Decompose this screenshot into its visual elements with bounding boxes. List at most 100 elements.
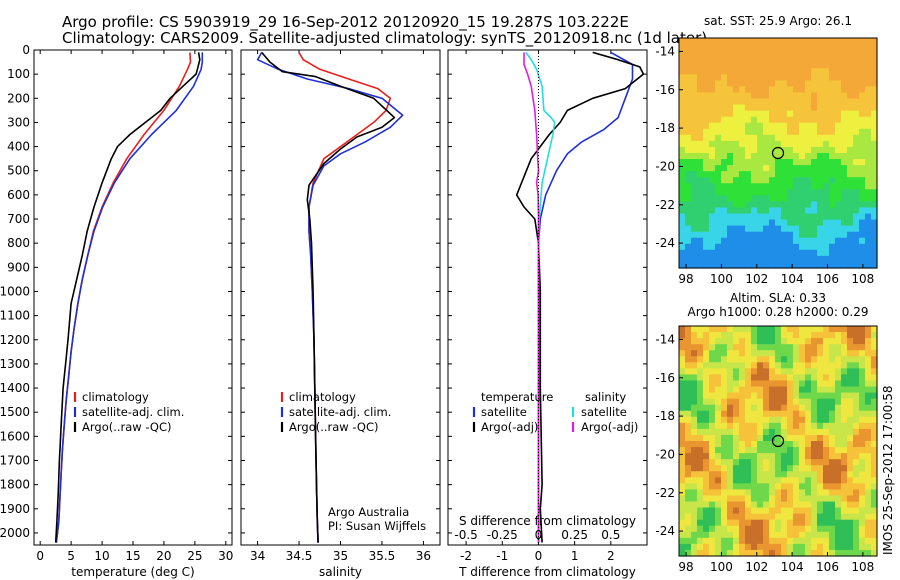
- map-cell: [739, 356, 746, 363]
- map-cell: [727, 507, 734, 515]
- map-cell: [799, 404, 806, 412]
- map-cell: [805, 38, 812, 45]
- map-cell: [829, 80, 836, 88]
- map-cell: [745, 153, 752, 160]
- map-cell: [787, 350, 794, 357]
- map-cell: [781, 128, 788, 136]
- map-cell: [793, 453, 800, 460]
- map-cell: [727, 477, 734, 484]
- map-cell: [829, 362, 836, 369]
- map-cell: [865, 362, 872, 369]
- map-cell: [811, 98, 818, 106]
- map-cell: [691, 525, 698, 533]
- map-cell: [763, 68, 770, 75]
- map-cell: [715, 416, 722, 424]
- map-cell: [757, 231, 764, 239]
- map-cell: [871, 525, 878, 533]
- map-cell: [859, 332, 866, 339]
- map-cell: [829, 159, 836, 166]
- map-cell: [775, 404, 782, 412]
- map-cell: [757, 398, 764, 406]
- map-cell: [853, 128, 860, 136]
- map-cell: [799, 159, 806, 166]
- map-cell: [721, 68, 728, 75]
- series-line-climatology: [55, 52, 192, 543]
- map-cell: [727, 171, 734, 178]
- map-cell: [751, 434, 758, 442]
- map-cell: [865, 219, 872, 227]
- map-cell: [715, 44, 722, 51]
- map-cell: [835, 422, 842, 430]
- map-cell: [745, 189, 752, 196]
- map-cell: [799, 501, 806, 509]
- map-cell: [835, 368, 842, 376]
- map-cell: [793, 38, 800, 45]
- map-cell: [805, 434, 812, 442]
- map-cell: [829, 165, 836, 172]
- map-cell: [799, 380, 806, 388]
- map-cell: [781, 189, 788, 196]
- map-cell: [715, 428, 722, 436]
- map-cell: [853, 465, 860, 472]
- map-cell: [721, 98, 728, 106]
- map-cell: [787, 128, 794, 136]
- map-cell: [781, 416, 788, 424]
- map-cell: [709, 338, 716, 345]
- map-cell: [691, 374, 698, 382]
- map-cell: [721, 110, 728, 118]
- map-cell: [721, 513, 728, 521]
- map-cell: [775, 243, 782, 251]
- map-cell: [787, 428, 794, 436]
- map-cell: [787, 465, 794, 472]
- map-cell: [847, 98, 854, 106]
- map-cell: [709, 116, 716, 124]
- map-cell: [715, 237, 722, 245]
- map-cell: [709, 231, 716, 239]
- map-cell: [775, 80, 782, 88]
- map-cell: [871, 177, 878, 184]
- map-cell: [775, 128, 782, 136]
- map-cell: [685, 213, 692, 221]
- map-cell: [679, 434, 686, 442]
- map-cell: [769, 422, 776, 430]
- map-cell: [847, 92, 854, 100]
- map-cell: [841, 453, 848, 460]
- map-cell: [727, 140, 734, 148]
- map-cell: [847, 195, 854, 203]
- map-cell: [775, 38, 782, 45]
- map-cell: [763, 165, 770, 172]
- map-cell: [799, 447, 806, 454]
- map-cell: [853, 332, 860, 339]
- map-cell: [685, 189, 692, 196]
- map-cell: [817, 153, 824, 160]
- y-tick-label: 200: [7, 91, 30, 105]
- map-cell: [829, 428, 836, 436]
- map-cell: [847, 80, 854, 88]
- map-cell: [769, 44, 776, 51]
- map-cell: [745, 477, 752, 484]
- map-cell: [871, 531, 878, 539]
- map-cell: [691, 201, 698, 209]
- x-tick-label: 0: [535, 549, 543, 563]
- map-cell: [847, 344, 854, 351]
- map-cell: [781, 231, 788, 239]
- map-cell: [709, 255, 716, 263]
- map-cell: [817, 44, 824, 51]
- map-cell: [775, 489, 782, 497]
- map-cell: [757, 122, 764, 130]
- map-cell: [829, 128, 836, 136]
- map-cell: [721, 165, 728, 172]
- map-cell: [691, 332, 698, 339]
- map-cell: [679, 134, 686, 142]
- map-cell: [841, 146, 848, 154]
- map-cell: [865, 531, 872, 539]
- map-cell: [769, 549, 776, 557]
- map-y-tick-label: -22: [655, 486, 675, 500]
- map-cell: [847, 392, 854, 400]
- map-cell: [757, 243, 764, 251]
- map-cell: [853, 374, 860, 382]
- map-cell: [871, 140, 878, 148]
- map-cell: [799, 338, 806, 345]
- map-cell: [799, 74, 806, 81]
- map-cell: [793, 183, 800, 190]
